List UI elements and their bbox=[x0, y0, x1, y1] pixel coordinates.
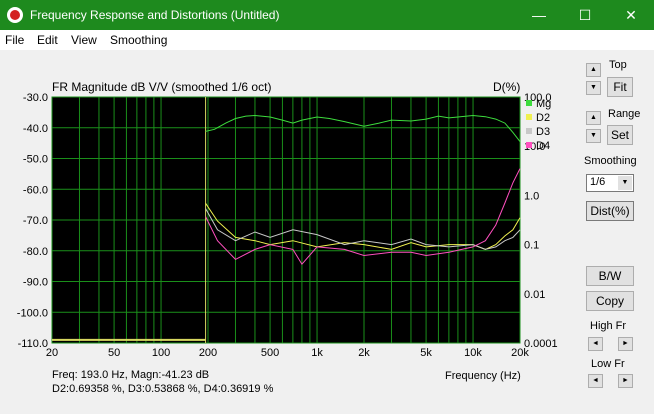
window-title: Frequency Response and Distortions (Unti… bbox=[30, 8, 280, 22]
low-fr-left-arrow[interactable]: ◄ bbox=[588, 374, 603, 388]
smoothing-value: 1/6 bbox=[590, 176, 606, 188]
legend-swatch bbox=[526, 142, 532, 148]
x-tick-label: 50 bbox=[108, 347, 120, 359]
right-tick-label: 0.01 bbox=[524, 289, 545, 301]
range-label: Range bbox=[608, 108, 641, 120]
series-mg bbox=[205, 114, 521, 142]
low-fr-right-arrow[interactable]: ► bbox=[618, 374, 633, 388]
smoothing-label: Smoothing bbox=[584, 155, 637, 167]
top-up-arrow[interactable]: ▲ bbox=[586, 63, 601, 77]
high-fr-right-arrow[interactable]: ► bbox=[618, 337, 633, 351]
frequency-response-chart[interactable]: -30.0 -40.0 -50.0 -60.0 -70.0 -80.0 -90.0 -100.… bbox=[0, 50, 576, 411]
maximize-button[interactable]: ☐ bbox=[578, 7, 592, 23]
dist-button[interactable]: Dist(%) bbox=[586, 201, 634, 221]
close-button[interactable]: ✕ bbox=[625, 7, 637, 23]
right-tick-label: 0.1 bbox=[524, 240, 539, 252]
minimize-button[interactable]: — bbox=[532, 7, 546, 23]
y-tick-label: -90.0 bbox=[23, 277, 48, 289]
set-button[interactable]: Set bbox=[607, 125, 633, 145]
control-panel: ▲ ▼ Top Fit ▲ ▼ Range Set Smoothing 1/6 … bbox=[576, 50, 654, 411]
x-tick-label: 10k bbox=[464, 347, 482, 359]
high-fr-label: High Fr bbox=[590, 320, 627, 332]
y-tick-label: -70.0 bbox=[23, 215, 48, 227]
readout-line-1: Freq: 193.0 Hz, Magn:-41.23 dB bbox=[52, 369, 209, 381]
menu-bar: File Edit View Smoothing bbox=[0, 30, 654, 50]
chart-title: FR Magnitude dB V/V (smoothed 1/6 oct) bbox=[52, 80, 271, 94]
y-tick-label: -50.0 bbox=[23, 154, 48, 166]
right-axis-title: D(%) bbox=[493, 80, 520, 94]
title-bar: Frequency Response and Distortions (Unti… bbox=[0, 0, 654, 30]
high-fr-left-arrow[interactable]: ◄ bbox=[588, 337, 603, 351]
y-tick-label: -30.0 bbox=[23, 92, 48, 104]
x-tick-label: 20 bbox=[46, 347, 58, 359]
menu-smoothing[interactable]: Smoothing bbox=[110, 33, 168, 47]
legend-label: D4 bbox=[536, 140, 550, 152]
plot-frame bbox=[51, 96, 521, 344]
bw-button[interactable]: B/W bbox=[586, 266, 634, 286]
range-down-arrow[interactable]: ▼ bbox=[586, 129, 601, 143]
chevron-down-icon: ▼ bbox=[618, 176, 632, 190]
legend-label: D2 bbox=[536, 112, 550, 124]
menu-file[interactable]: File bbox=[5, 33, 25, 47]
x-tick-label: 100 bbox=[152, 347, 170, 359]
readout-line-2: D2:0.69358 %, D3:0.53868 %, D4:0.36919 % bbox=[52, 383, 274, 395]
x-tick-label: 1k bbox=[311, 347, 323, 359]
series-d4 bbox=[205, 168, 521, 266]
menu-edit[interactable]: Edit bbox=[37, 33, 58, 47]
y-tick-label: -100.0 bbox=[17, 307, 48, 319]
smoothing-select[interactable]: 1/6 ▼ bbox=[586, 174, 634, 192]
y-tick-label: -60.0 bbox=[23, 184, 48, 196]
legend-swatch bbox=[526, 100, 532, 106]
app-icon bbox=[7, 7, 23, 23]
right-tick-label: 0.0001 bbox=[524, 338, 558, 350]
x-tick-label: 2k bbox=[358, 347, 370, 359]
x-tick-label: 5k bbox=[420, 347, 432, 359]
series-d3 bbox=[205, 208, 521, 250]
right-tick-label: 1.0 bbox=[524, 190, 539, 202]
series-d2 bbox=[205, 203, 521, 250]
fit-button[interactable]: Fit bbox=[607, 77, 633, 97]
top-down-arrow[interactable]: ▼ bbox=[586, 81, 601, 95]
top-label: Top bbox=[609, 59, 627, 71]
legend-swatch bbox=[526, 128, 532, 134]
legend-label: D3 bbox=[536, 126, 550, 138]
low-fr-label: Low Fr bbox=[591, 358, 625, 370]
legend-swatch bbox=[526, 114, 532, 120]
x-tick-label: 500 bbox=[261, 347, 279, 359]
x-tick-label: 200 bbox=[199, 347, 217, 359]
copy-button[interactable]: Copy bbox=[586, 291, 634, 311]
plot-area: -30.0 -40.0 -50.0 -60.0 -70.0 -80.0 -90.0 -100.… bbox=[0, 50, 576, 411]
x-axis-label: Frequency (Hz) bbox=[445, 370, 521, 382]
x-tick-label: 20k bbox=[511, 347, 529, 359]
y-tick-label: -40.0 bbox=[23, 123, 48, 135]
range-up-arrow[interactable]: ▲ bbox=[586, 111, 601, 125]
menu-view[interactable]: View bbox=[71, 33, 97, 47]
legend-label: Mg bbox=[536, 98, 551, 110]
y-tick-label: -110.0 bbox=[18, 338, 48, 350]
y-tick-label: -80.0 bbox=[23, 246, 48, 258]
